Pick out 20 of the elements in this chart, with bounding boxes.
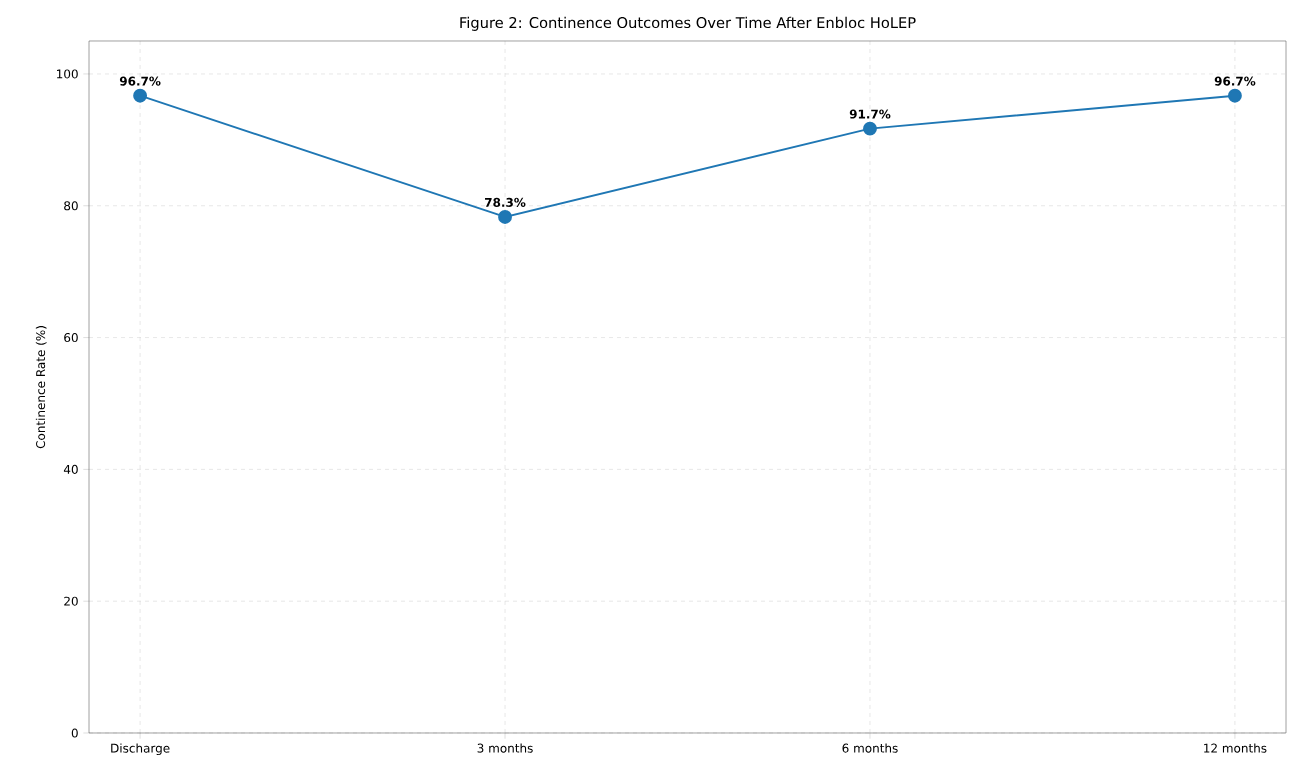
x-tick-label: 3 months: [477, 743, 533, 753]
y-tick-label: 80: [64, 201, 78, 211]
point: [863, 121, 877, 136]
point: [133, 88, 148, 103]
y-tick-label: 0: [71, 728, 78, 738]
x-tick-label: Discharge: [111, 743, 170, 756]
y-tick-label: 60: [64, 333, 78, 343]
y-tick-label: 40: [63, 464, 78, 474]
y-tick-label: 20: [64, 596, 78, 606]
data-label: 91.7%: [849, 109, 891, 119]
point: [1227, 88, 1242, 103]
data-label: 96.7%: [1214, 76, 1256, 86]
point: [498, 210, 512, 224]
chart-title: Figure 2: Continence Outcomes Over Time After Enbloc HoLEP: [460, 16, 916, 31]
data-label: 96.7%: [119, 76, 161, 86]
data-label: 78.3%: [485, 197, 526, 207]
y-axis-title: Continence Rate (%): [35, 326, 47, 449]
x-tick-label: 6 months: [842, 743, 898, 753]
x-tick-label: 12 months: [1204, 743, 1267, 753]
y-tick-label: 100: [57, 69, 78, 79]
